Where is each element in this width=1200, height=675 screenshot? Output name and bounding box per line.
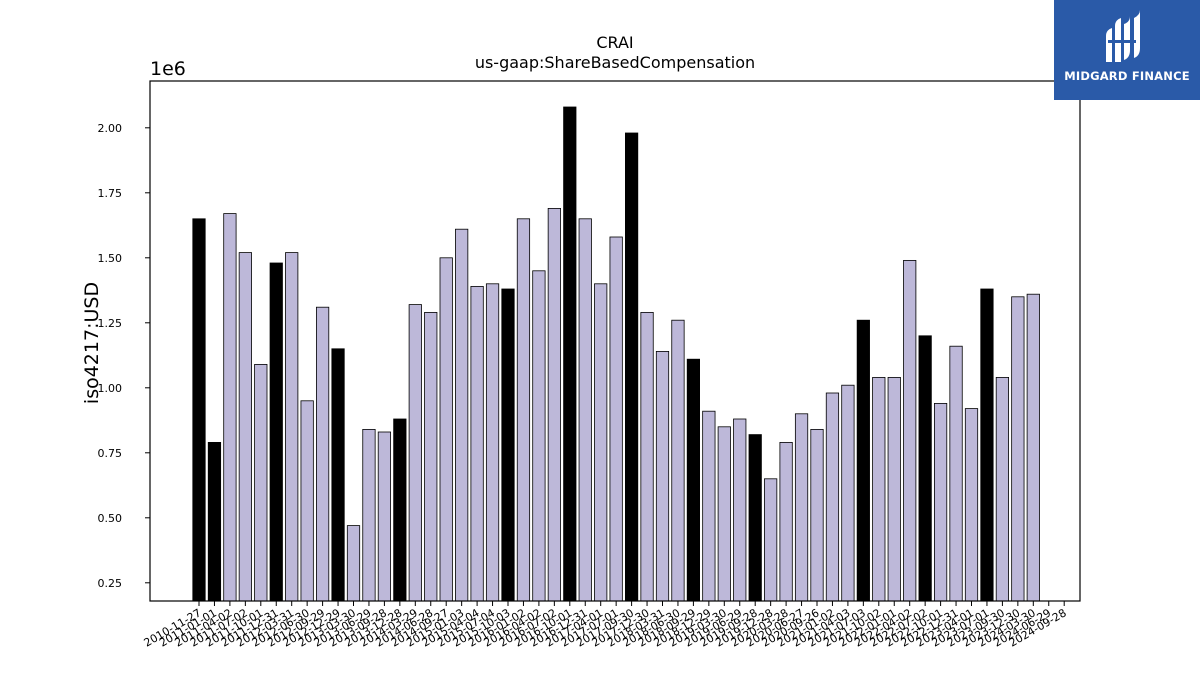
bar-2019-06-29 xyxy=(733,418,747,602)
bar-2012-12-29 xyxy=(331,348,345,602)
y-tick-label: 1.00 xyxy=(98,382,123,395)
y-tick-label: 0.25 xyxy=(98,577,123,590)
bar-2020-06-27 xyxy=(794,413,809,602)
bar-2017-09-30 xyxy=(625,132,639,602)
bar-2023-04-01 xyxy=(964,408,979,602)
bar-2013-03-30 xyxy=(346,525,361,602)
bar-2012-03-31 xyxy=(285,252,299,602)
plot-frame xyxy=(149,80,1081,602)
bar-2018-06-30 xyxy=(671,319,685,602)
y-tick-label: 0.75 xyxy=(98,447,123,460)
bar-2018-12-29 xyxy=(702,410,716,602)
bar-2022-07-02 xyxy=(918,335,932,602)
bar-2021-01-02 xyxy=(825,392,840,602)
bar-2016-04-02 xyxy=(532,270,546,602)
bar-2012-06-30 xyxy=(300,400,314,602)
y-tick-label: 2.00 xyxy=(98,122,123,135)
bar-2017-04-01 xyxy=(594,283,608,602)
bar-2021-10-02 xyxy=(872,376,886,602)
bar-2023-12-30 xyxy=(1011,296,1025,602)
y-axis-multiplier: 1e6 xyxy=(150,58,186,80)
bar-2019-03-30 xyxy=(717,426,731,602)
bar-2023-09-30 xyxy=(995,376,1010,602)
y-tick-label: 1.75 xyxy=(98,187,123,200)
bar-2022-12-31 xyxy=(949,345,963,602)
bar-2011-07-02 xyxy=(238,252,252,602)
bar-2013-09-28 xyxy=(377,431,392,602)
bar-2022-10-01 xyxy=(934,402,948,602)
bars xyxy=(192,106,1040,602)
bar-2021-04-03 xyxy=(841,384,855,602)
bar-2015-10-03 xyxy=(501,288,515,602)
midgard-finance-logo: MIDGARD FINANCE xyxy=(1054,0,1200,100)
bar-2016-12-31 xyxy=(578,218,592,602)
bar-2016-10-01 xyxy=(563,106,577,602)
y-tick-label: 1.25 xyxy=(98,317,123,330)
bar-2011-10-01 xyxy=(254,363,268,602)
logo-wordmark: MIDGARD FINANCE xyxy=(1064,69,1190,83)
bar-2017-07-01 xyxy=(609,236,623,602)
bar-2022-01-01 xyxy=(887,376,901,602)
bar-2015-04-04 xyxy=(470,285,484,602)
bar-2016-07-02 xyxy=(547,207,561,602)
bar-2014-03-29 xyxy=(408,304,422,602)
chart-subtitle: us-gaap:ShareBasedCompensation xyxy=(475,53,755,72)
y-axis-label: iso4217:USD xyxy=(81,282,103,404)
bar-2022-04-02 xyxy=(903,259,917,602)
bar-2020-03-28 xyxy=(779,441,793,602)
y-tick-label: 1.50 xyxy=(98,252,123,265)
bar-2023-07-01 xyxy=(980,288,994,602)
logo-mark-icon xyxy=(1106,10,1140,62)
bar-2020-09-26 xyxy=(810,428,824,602)
bar-2012-09-29 xyxy=(315,306,330,602)
bar-2013-12-28 xyxy=(393,418,407,602)
bar-2015-07-04 xyxy=(485,283,500,602)
bar-2011-12-31 xyxy=(269,262,283,602)
bar-2014-09-27 xyxy=(439,257,453,602)
bar-2018-03-31 xyxy=(655,350,670,602)
bar-2021-07-03 xyxy=(856,319,870,602)
x-axis-ticks: 2010-11-272011-01-012011-04-022011-07-02… xyxy=(142,601,1069,650)
bar-2011-01-01 xyxy=(207,441,222,602)
bar-2011-04-02 xyxy=(223,213,237,602)
bar-2018-09-29 xyxy=(686,358,701,602)
bar-2019-09-28 xyxy=(748,434,762,602)
bar-2015-01-03 xyxy=(455,228,469,602)
bar-2010-11-27 xyxy=(192,218,206,602)
y-tick-label: 0.50 xyxy=(98,512,123,525)
bar-2024-03-30 xyxy=(1026,293,1040,602)
bar-2017-12-30 xyxy=(640,311,654,602)
y-axis-ticks: 0.25 0.50 0.75 1.00 1.25 1.50 1.75 2.00 xyxy=(98,122,150,590)
chart-title: CRAI xyxy=(596,33,633,52)
bar-2013-06-29 xyxy=(362,428,376,602)
bar-2014-06-28 xyxy=(424,311,438,602)
bar-2016-01-02 xyxy=(516,218,531,602)
bar-2019-12-28 xyxy=(764,478,778,602)
